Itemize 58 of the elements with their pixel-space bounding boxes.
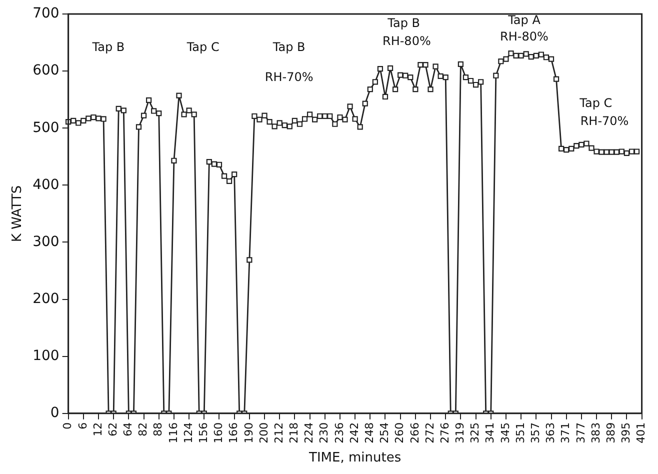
x-tick-label: 395	[620, 422, 633, 444]
y-tick-label: 300	[32, 234, 60, 250]
annotation: RH-80%	[500, 30, 548, 44]
annotation: RH-70%	[264, 70, 314, 84]
annotation: Tap A	[507, 12, 542, 27]
x-tick-label: 6	[76, 422, 90, 430]
x-tick-label: 383	[589, 422, 602, 444]
y-tick-label: 600	[32, 62, 60, 79]
x-tick-label: 200	[257, 422, 270, 444]
y-axis-title: K WATTS	[10, 185, 26, 242]
x-tick-label: 124	[182, 422, 195, 444]
x-tick-label: 401	[634, 422, 648, 444]
annotation: Tap C	[578, 96, 612, 110]
x-axis-title: TIME, minutes	[308, 450, 402, 466]
x-tick-label: 212	[272, 422, 286, 444]
x-tick-label: 82	[136, 422, 150, 436]
x-tick-label: 12	[91, 422, 104, 436]
y-tick-label: 700	[32, 6, 60, 22]
y-tick-label: 100	[32, 348, 60, 364]
x-tick-label: 363	[544, 422, 558, 444]
x-tick-label: 156	[197, 422, 210, 444]
x-tick-label: 276	[438, 422, 452, 444]
x-tick-label: 236	[332, 422, 346, 444]
x-tick-label: 242	[348, 422, 361, 444]
annotation: RH-70%	[580, 114, 629, 128]
x-tick-label: 62	[106, 422, 120, 436]
x-tick-label: 254	[378, 422, 392, 444]
x-tick-label: 160	[212, 422, 226, 444]
x-tick-label: 88	[152, 422, 165, 436]
x-tick-label: 190	[242, 422, 256, 444]
x-tick-label: 0	[61, 422, 74, 430]
x-tick-label: 166	[227, 422, 240, 444]
annotation: Tap B	[272, 40, 306, 54]
x-tick-label: 266	[408, 422, 422, 444]
x-tick-label: 341	[484, 422, 497, 444]
x-tick-label: 377	[574, 422, 588, 444]
x-tick-label: 345	[498, 422, 512, 444]
x-tick-label: 389	[604, 422, 618, 444]
y-tick-label: 500	[32, 120, 60, 136]
x-tick-label: 224	[302, 422, 316, 444]
x-tick-label: 351	[514, 422, 527, 444]
x-tick-label: 218	[288, 422, 301, 444]
x-tick-label: 64	[122, 422, 135, 436]
annotation: Tap B	[91, 40, 125, 54]
x-tick-label: 260	[393, 422, 406, 444]
y-tick-label: 400	[32, 176, 60, 193]
x-tick-label: 116	[166, 422, 180, 444]
x-tick-label: 371	[559, 422, 572, 444]
x-tick-label: 319	[454, 422, 467, 444]
annotation: Tap C	[186, 40, 220, 54]
x-tick-label: 230	[318, 422, 331, 444]
annotation: Tap B	[386, 16, 420, 30]
annotation: RH-80%	[382, 34, 431, 48]
y-tick-label: 200	[32, 290, 60, 307]
x-tick-label: 272	[423, 422, 436, 444]
x-tick-label: 248	[363, 422, 376, 444]
x-tick-label: 325	[468, 422, 482, 444]
x-tick-label: 357	[529, 422, 542, 444]
